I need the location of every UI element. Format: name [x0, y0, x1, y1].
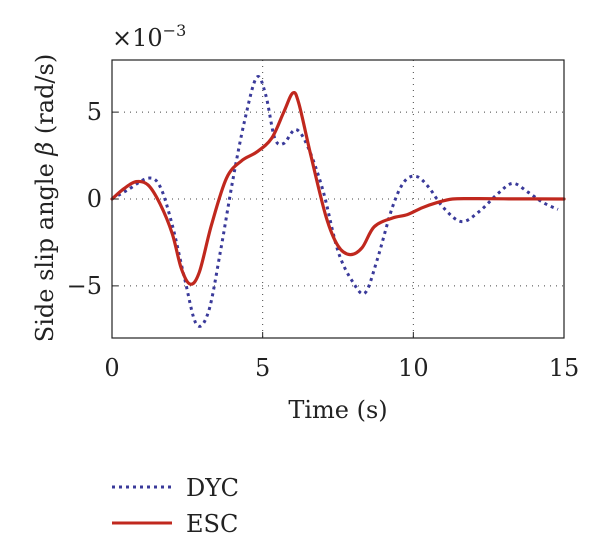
x-tick-label: 0: [104, 354, 119, 382]
y-tick-label: −5: [67, 272, 102, 300]
series-line-dyc: [111, 74, 559, 328]
y-label-symbol: β: [31, 142, 59, 157]
ticks-group: 0 5 10 15 −5 0 5: [67, 98, 580, 382]
legend: DYC ESC: [112, 474, 239, 538]
plot-frame: [111, 59, 565, 339]
y-label-unit: (rad/s): [31, 54, 59, 134]
legend-label-esc: ESC: [186, 510, 238, 538]
y-tick-label: 5: [87, 98, 102, 126]
svg-text:Side slip angle β: Side slip angle β (rad/s): [31, 54, 59, 342]
x-tick-label: 15: [549, 354, 580, 382]
series-group: [110, 74, 566, 328]
scale-multiplier: ×10−3: [112, 21, 186, 52]
x-tick-label: 5: [255, 354, 270, 382]
y-label-prefix: Side slip angle: [31, 163, 59, 342]
grid: [112, 60, 564, 338]
x-axis-label: Time (s): [288, 396, 387, 424]
legend-label-dyc: DYC: [186, 474, 239, 502]
y-axis-label: Side slip angle β (rad/s): [31, 54, 59, 342]
scale-exponent: −3: [163, 21, 187, 40]
scale-base: ×10: [112, 24, 163, 52]
series-line-esc: [110, 90, 566, 286]
x-tick-label: 10: [398, 354, 429, 382]
y-tick-label: 0: [87, 185, 102, 213]
